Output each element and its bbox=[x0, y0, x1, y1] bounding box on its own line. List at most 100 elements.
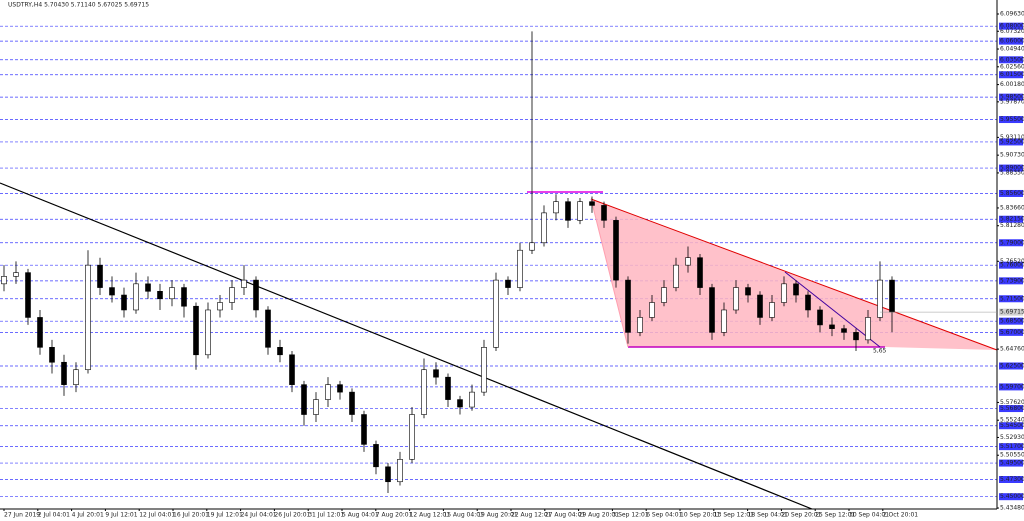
candle-body bbox=[409, 414, 415, 460]
candle-body bbox=[781, 283, 787, 303]
current-price-box bbox=[999, 308, 1023, 316]
candle-body bbox=[505, 279, 511, 288]
candle-body bbox=[841, 328, 847, 333]
candle-body bbox=[493, 279, 499, 348]
level-label-box bbox=[999, 362, 1023, 370]
level-label: 5.59700 bbox=[1000, 383, 1024, 390]
candle-body bbox=[169, 287, 175, 300]
level-label-box bbox=[999, 383, 1023, 391]
candle-body bbox=[625, 279, 631, 333]
candle-body bbox=[61, 361, 67, 385]
level-label-box bbox=[999, 328, 1023, 336]
y-tick-label: 6.02560 bbox=[1000, 63, 1024, 70]
y-tick-label: 6.00180 bbox=[1000, 81, 1024, 88]
annotation: 5,65 bbox=[873, 348, 887, 355]
level-label-box bbox=[999, 164, 1023, 172]
level-label: 5.51700 bbox=[1000, 443, 1024, 450]
x-tick-label: 2 Oct 20:01 bbox=[883, 512, 918, 519]
candle-body bbox=[481, 347, 487, 393]
candle-body bbox=[577, 201, 583, 221]
candle-body bbox=[157, 291, 163, 300]
trend-line bbox=[0, 182, 813, 510]
candle-body bbox=[85, 264, 91, 371]
candle-body bbox=[721, 309, 727, 333]
candle-body bbox=[553, 201, 559, 214]
level-label-box bbox=[999, 459, 1023, 467]
x-tick-label: 9 Jul 12:01 bbox=[105, 512, 137, 519]
x-tick-label: 2 Jul 04:01 bbox=[38, 512, 70, 519]
level-label-box bbox=[999, 422, 1023, 430]
candle-body bbox=[889, 279, 895, 313]
candle-body bbox=[769, 302, 775, 318]
x-tick-label: 29 Aug 20:01 bbox=[579, 512, 620, 519]
x-tick-label: 27 Jun 2019 bbox=[4, 512, 40, 519]
candle-body bbox=[25, 272, 31, 318]
x-tick-label: 15 Aug 04:01 bbox=[443, 512, 484, 519]
x-tick-label: 27 Aug 04:01 bbox=[545, 512, 586, 519]
candle-body bbox=[817, 309, 823, 326]
candle-body bbox=[313, 399, 319, 415]
candle-body bbox=[37, 317, 43, 348]
level-label: 6.08000 bbox=[1000, 23, 1024, 30]
y-tick-label: 5.83660 bbox=[1000, 204, 1024, 211]
candle-body bbox=[745, 287, 751, 296]
candle-body bbox=[469, 391, 475, 408]
level-label-box bbox=[999, 71, 1023, 79]
level-label: 5.89000 bbox=[1000, 165, 1024, 172]
x-tick-label: 13 Sep 12:01 bbox=[714, 512, 754, 519]
candle-body bbox=[601, 205, 607, 221]
candle-body bbox=[793, 283, 799, 296]
candle-body bbox=[1, 276, 7, 285]
candle-body bbox=[241, 279, 247, 288]
level-label: 5.54500 bbox=[1000, 422, 1024, 429]
x-tick-label: 4 Jul 20:01 bbox=[72, 512, 104, 519]
candle-body bbox=[289, 354, 295, 385]
x-tick-label: 25 Sep 12:01 bbox=[815, 512, 855, 519]
x-tick-label: 3 Sep 12:01 bbox=[612, 512, 648, 519]
candle-body bbox=[853, 332, 859, 341]
level-label: 5.73900 bbox=[1000, 277, 1024, 284]
candle-body bbox=[361, 414, 367, 445]
x-tick-label: 12 Aug 12:01 bbox=[410, 512, 451, 519]
y-tick-label: 5.43480 bbox=[1000, 505, 1024, 512]
candle-body bbox=[253, 279, 259, 311]
candle-body bbox=[565, 201, 571, 221]
level-label: 6.06000 bbox=[1000, 38, 1024, 45]
level-label: 5.98500 bbox=[1000, 94, 1024, 101]
level-label-box bbox=[999, 493, 1023, 501]
level-label: 5.68500 bbox=[1000, 318, 1024, 325]
candle-body bbox=[205, 309, 211, 356]
level-label: 5.82150 bbox=[1000, 216, 1024, 223]
level-label-box bbox=[999, 215, 1023, 223]
x-tick-label: 24 Jul 04:01 bbox=[241, 512, 277, 519]
candle-body bbox=[865, 317, 871, 341]
y-tick-label: 5.90730 bbox=[1000, 152, 1024, 159]
level-label: 5.45000 bbox=[1000, 493, 1024, 500]
level-label: 5.79000 bbox=[1000, 239, 1024, 246]
candle-body bbox=[49, 347, 55, 363]
candle-body bbox=[613, 220, 619, 281]
candle-body bbox=[193, 305, 199, 356]
x-tick-label: 30 Sep 04:01 bbox=[849, 512, 889, 519]
level-label-box bbox=[999, 138, 1023, 146]
candle-body bbox=[673, 264, 679, 288]
candle-body bbox=[517, 249, 523, 288]
x-tick-label: 16 Jul 20:01 bbox=[173, 512, 209, 519]
level-label-box bbox=[999, 56, 1023, 64]
candle-body bbox=[349, 391, 355, 415]
candle-body bbox=[589, 201, 595, 206]
candle-body bbox=[433, 369, 439, 378]
candle-body bbox=[73, 369, 79, 385]
candle-body bbox=[697, 257, 703, 288]
candle-body bbox=[829, 324, 835, 329]
x-tick-label: 26 Jul 20:01 bbox=[274, 512, 310, 519]
candle-body bbox=[529, 242, 535, 251]
level-label: 5.76000 bbox=[1000, 262, 1024, 269]
y-tick-label: 5.64760 bbox=[1000, 346, 1024, 353]
candle-body bbox=[541, 212, 547, 244]
candle-body bbox=[97, 264, 103, 288]
candle-body bbox=[265, 309, 271, 348]
level-label-box bbox=[999, 295, 1023, 303]
x-tick-label: 10 Sep 20:01 bbox=[680, 512, 720, 519]
level-label: 5.56800 bbox=[1000, 405, 1024, 412]
